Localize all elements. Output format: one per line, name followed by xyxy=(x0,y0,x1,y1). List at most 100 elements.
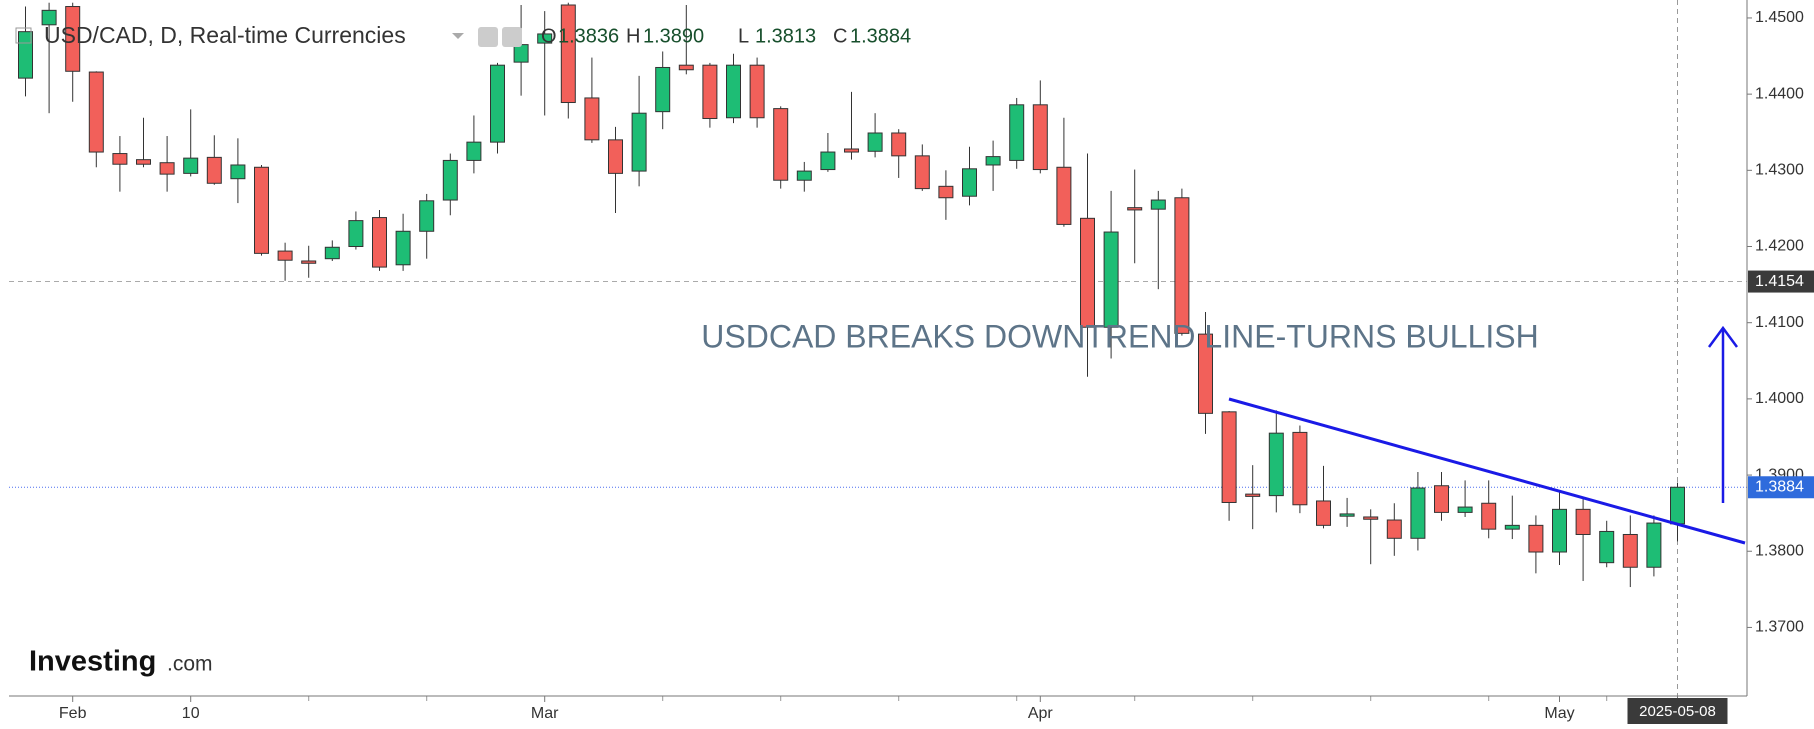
candle-body xyxy=(301,260,317,264)
ohlc-value: 1.3884 xyxy=(850,25,911,47)
ohlc-key: C xyxy=(833,25,847,47)
candle-body xyxy=(206,156,222,184)
y-tick-label: 1.4300 xyxy=(1755,162,1804,179)
last-price-tag-label: 1.3884 xyxy=(1755,478,1804,495)
candle-body xyxy=(1245,493,1261,497)
ohlc-key: O xyxy=(541,25,557,47)
candle-body xyxy=(867,132,883,152)
candle-body xyxy=(537,33,553,44)
candle-body xyxy=(938,185,954,199)
y-tick-label: 1.4400 xyxy=(1755,85,1804,102)
candle-body xyxy=(1386,519,1402,539)
candle-body xyxy=(254,166,269,254)
candle-body xyxy=(1410,487,1426,539)
trendline xyxy=(1228,397,1746,545)
crosshair-tag-label: 1.4154 xyxy=(1755,273,1804,290)
last-price-tag xyxy=(1748,476,1814,499)
candle-body xyxy=(159,162,175,175)
candle-body xyxy=(1316,500,1331,526)
grid xyxy=(9,0,1752,702)
candle-body xyxy=(1599,530,1615,564)
candle-body xyxy=(1103,231,1119,328)
candle-body xyxy=(1339,513,1355,517)
candle-body xyxy=(1434,485,1449,513)
candle-body xyxy=(112,153,128,165)
candle-body xyxy=(490,64,505,143)
candle-body xyxy=(1292,431,1308,506)
collapse-icon[interactable] xyxy=(15,27,32,44)
ohlc-key: L xyxy=(738,25,749,47)
settings-icon[interactable] xyxy=(502,27,522,47)
candle-body xyxy=(1504,524,1520,530)
logo-main: Investing xyxy=(29,646,156,678)
candle-body xyxy=(1481,502,1497,530)
candle-body xyxy=(726,64,741,119)
ohlc-value: 1.3813 xyxy=(755,25,816,47)
candle-body xyxy=(1056,166,1072,225)
candle-body xyxy=(962,168,977,197)
crosshair-tag xyxy=(1748,270,1814,293)
candle-body xyxy=(395,230,411,266)
candle-body xyxy=(702,64,718,120)
candle-body xyxy=(1363,516,1379,520)
candle-body xyxy=(230,164,246,180)
y-tick-label: 1.4200 xyxy=(1755,238,1804,255)
x-tick-label: Feb xyxy=(59,705,87,722)
candle-body xyxy=(678,64,694,71)
candle-body xyxy=(183,157,199,174)
x-tick-label: Mar xyxy=(531,705,559,722)
candle-body xyxy=(1174,197,1190,334)
ohlc-value: 1.3890 xyxy=(643,25,704,47)
candle-body xyxy=(1552,508,1567,553)
y-tick-label: 1.3800 xyxy=(1755,542,1804,559)
candles xyxy=(18,2,1685,588)
candle-body xyxy=(1575,508,1591,535)
candle-body xyxy=(1528,524,1544,553)
y-tick-label: 1.4100 xyxy=(1755,314,1804,331)
candle-body xyxy=(277,250,293,261)
candle-body xyxy=(1009,104,1025,161)
y-tick-label: 1.4500 xyxy=(1755,9,1804,26)
candle-body xyxy=(844,148,859,153)
candle-body xyxy=(1457,506,1473,513)
candle-body xyxy=(891,132,907,157)
candle-body xyxy=(1622,533,1638,568)
candle-body xyxy=(584,97,600,141)
candle-body xyxy=(348,220,364,248)
candle-body xyxy=(796,170,812,181)
chart-title: USD/CAD, D, Real-time Currencies xyxy=(44,22,406,48)
eye-icon[interactable] xyxy=(478,27,498,47)
candle-body xyxy=(773,108,789,181)
x-tick-label: Apr xyxy=(1028,705,1054,722)
candle-body xyxy=(655,66,671,113)
candle-body xyxy=(1198,333,1213,414)
candle-body xyxy=(1150,199,1166,210)
candle-body xyxy=(1646,522,1662,568)
candle-body xyxy=(18,31,33,79)
candle-body xyxy=(631,112,647,172)
candle-body xyxy=(914,155,930,190)
dropdown-icon[interactable] xyxy=(452,33,464,39)
candle-body xyxy=(41,9,57,26)
annotation: USDCAD BREAKS DOWNTREND LINE-TURNS BULLI… xyxy=(701,318,1538,354)
candle-body xyxy=(1127,207,1143,211)
candle-body xyxy=(1670,486,1685,525)
candle-body xyxy=(1268,432,1284,497)
ohlc-legend: O 1.3836 H 1.3890 L 1.3813 C 1.3884 xyxy=(541,25,911,47)
logo-suffix: .com xyxy=(167,653,213,676)
date-tag xyxy=(1627,698,1728,724)
x-tick-label: 2025-05-08 xyxy=(1639,703,1716,720)
candle-body xyxy=(88,71,104,153)
candle-body xyxy=(1032,104,1048,171)
y-tick-label: 1.4000 xyxy=(1755,390,1804,407)
candle-body xyxy=(136,159,151,165)
candle-body xyxy=(466,141,482,161)
candle-body xyxy=(820,151,836,171)
candle-body xyxy=(1080,217,1095,328)
candle-body xyxy=(513,44,529,63)
candle-body xyxy=(749,64,765,119)
x-tick-label: 10 xyxy=(182,705,200,722)
candle-body xyxy=(985,156,1001,166)
